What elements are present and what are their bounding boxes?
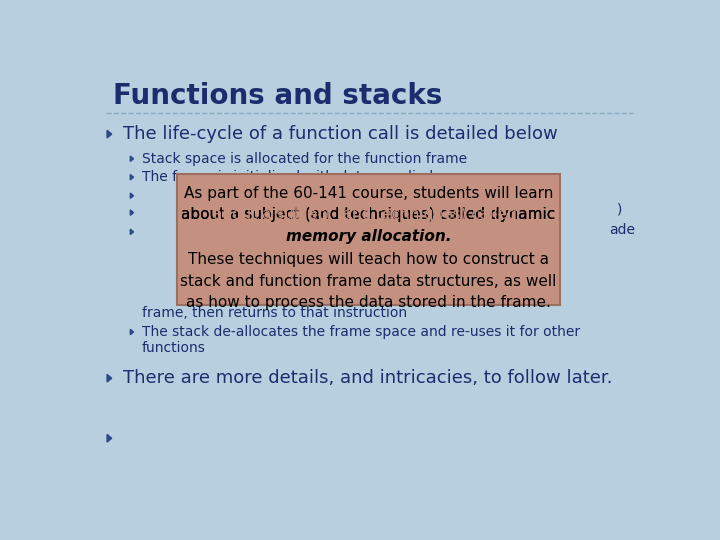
FancyBboxPatch shape [177,174,560,305]
Text: The life-cycle of a function call is detailed below: The life-cycle of a function call is det… [122,125,557,143]
Text: functions: functions [142,341,206,355]
Text: Functions and stacks: Functions and stacks [113,82,443,110]
Polygon shape [130,174,133,180]
Text: ade: ade [609,224,635,238]
Text: These techniques will teach how to construct a: These techniques will teach how to const… [188,252,549,267]
Polygon shape [130,329,133,335]
Polygon shape [107,130,112,138]
Text: stack and function frame data structures, as well: stack and function frame data structures… [181,274,557,289]
Text: frame, then returns to that instruction: frame, then returns to that instruction [142,306,407,320]
Text: The stack de-allocates the frame space and re-uses it for other: The stack de-allocates the frame space a… [142,325,580,339]
Text: There are more details, and intricacies, to follow later.: There are more details, and intricacies,… [122,369,612,387]
Text: as how to process the data stored in the frame.: as how to process the data stored in the… [186,295,551,310]
Polygon shape [130,156,133,161]
Text: Stack space is allocated for the function frame: Stack space is allocated for the functio… [142,152,467,166]
Text: As part of the 60-141 course, students will learn: As part of the 60-141 course, students w… [184,186,553,201]
Text: memory allocation.: memory allocation. [286,229,451,244]
Text: ): ) [617,202,622,217]
Text: about a subject (and techniques) called: about a subject (and techniques) called [212,207,521,222]
Polygon shape [107,374,112,382]
Polygon shape [130,210,133,215]
Text: about a subject (and techniques) called ​dynamic: about a subject (and techniques) called … [181,207,556,222]
Polygon shape [130,193,133,198]
Polygon shape [107,434,112,442]
Polygon shape [130,229,133,234]
Text: The frame is initialized with data supplied: The frame is initialized with data suppl… [142,170,433,184]
Text: about a subject (and techniques) called dynamic: about a subject (and techniques) called … [181,207,556,222]
